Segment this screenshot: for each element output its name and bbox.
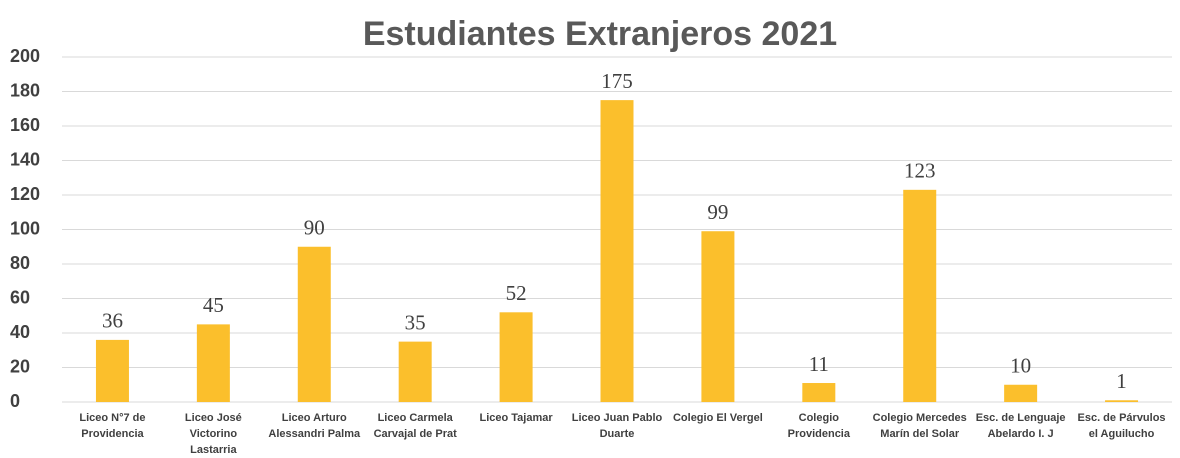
bar <box>95 339 129 402</box>
x-tick-label: Esc. de Lenguaje Abelardo I. J <box>975 412 1066 440</box>
y-tick-label: 200 <box>10 46 40 66</box>
x-tick-label: Liceo Tajamar <box>479 412 553 424</box>
bar <box>499 312 533 402</box>
x-tick-label: Liceo Arturo Alessandri Palma <box>268 412 361 440</box>
data-label: 11 <box>809 352 829 376</box>
bar <box>196 324 230 402</box>
x-tick-label: Esc. de Párvulos el Aguilucho <box>1077 412 1166 440</box>
y-tick-label: 20 <box>10 356 30 376</box>
bar <box>600 100 634 402</box>
data-label: 35 <box>405 310 426 334</box>
x-tick-label: Liceo Juan Pablo Duarte <box>571 412 663 440</box>
data-label: 1 <box>1116 369 1127 393</box>
data-label: 10 <box>1010 354 1031 378</box>
bar <box>903 189 937 402</box>
data-label: 123 <box>904 159 936 183</box>
bar <box>1105 400 1139 402</box>
y-tick-label: 80 <box>10 253 30 273</box>
x-tick-label: Liceo N°7 de Providencia <box>79 412 146 440</box>
data-label: 90 <box>304 216 325 240</box>
y-tick-label: 40 <box>10 322 30 342</box>
x-tick-label: Colegio Providencia <box>787 412 850 440</box>
bar <box>802 383 836 402</box>
x-tick-label: Colegio El Vergel <box>672 412 763 424</box>
x-tick-label: Liceo Carmela Carvajal de Prat <box>373 412 457 440</box>
x-tick-label: Liceo José Victorino Lastarria <box>184 412 242 456</box>
data-label: 99 <box>707 200 728 224</box>
data-label: 175 <box>601 69 633 93</box>
y-tick-label: 140 <box>10 149 40 169</box>
y-tick-label: 180 <box>10 80 40 100</box>
y-tick-label: 120 <box>10 184 40 204</box>
x-tick-label: Colegio Mercedes Marín del Solar <box>872 412 967 440</box>
bar <box>297 246 331 402</box>
y-tick-label: 60 <box>10 287 30 307</box>
bar <box>398 341 432 402</box>
bar <box>1004 384 1038 402</box>
data-label: 36 <box>102 309 123 333</box>
data-label: 45 <box>203 293 224 317</box>
chart-title: Estudiantes Extranjeros 2021 <box>363 15 837 53</box>
bar <box>701 231 735 402</box>
y-tick-label: 160 <box>10 115 40 135</box>
y-tick-label: 0 <box>10 391 20 411</box>
y-tick-label: 100 <box>10 218 40 238</box>
data-label: 52 <box>506 281 527 305</box>
